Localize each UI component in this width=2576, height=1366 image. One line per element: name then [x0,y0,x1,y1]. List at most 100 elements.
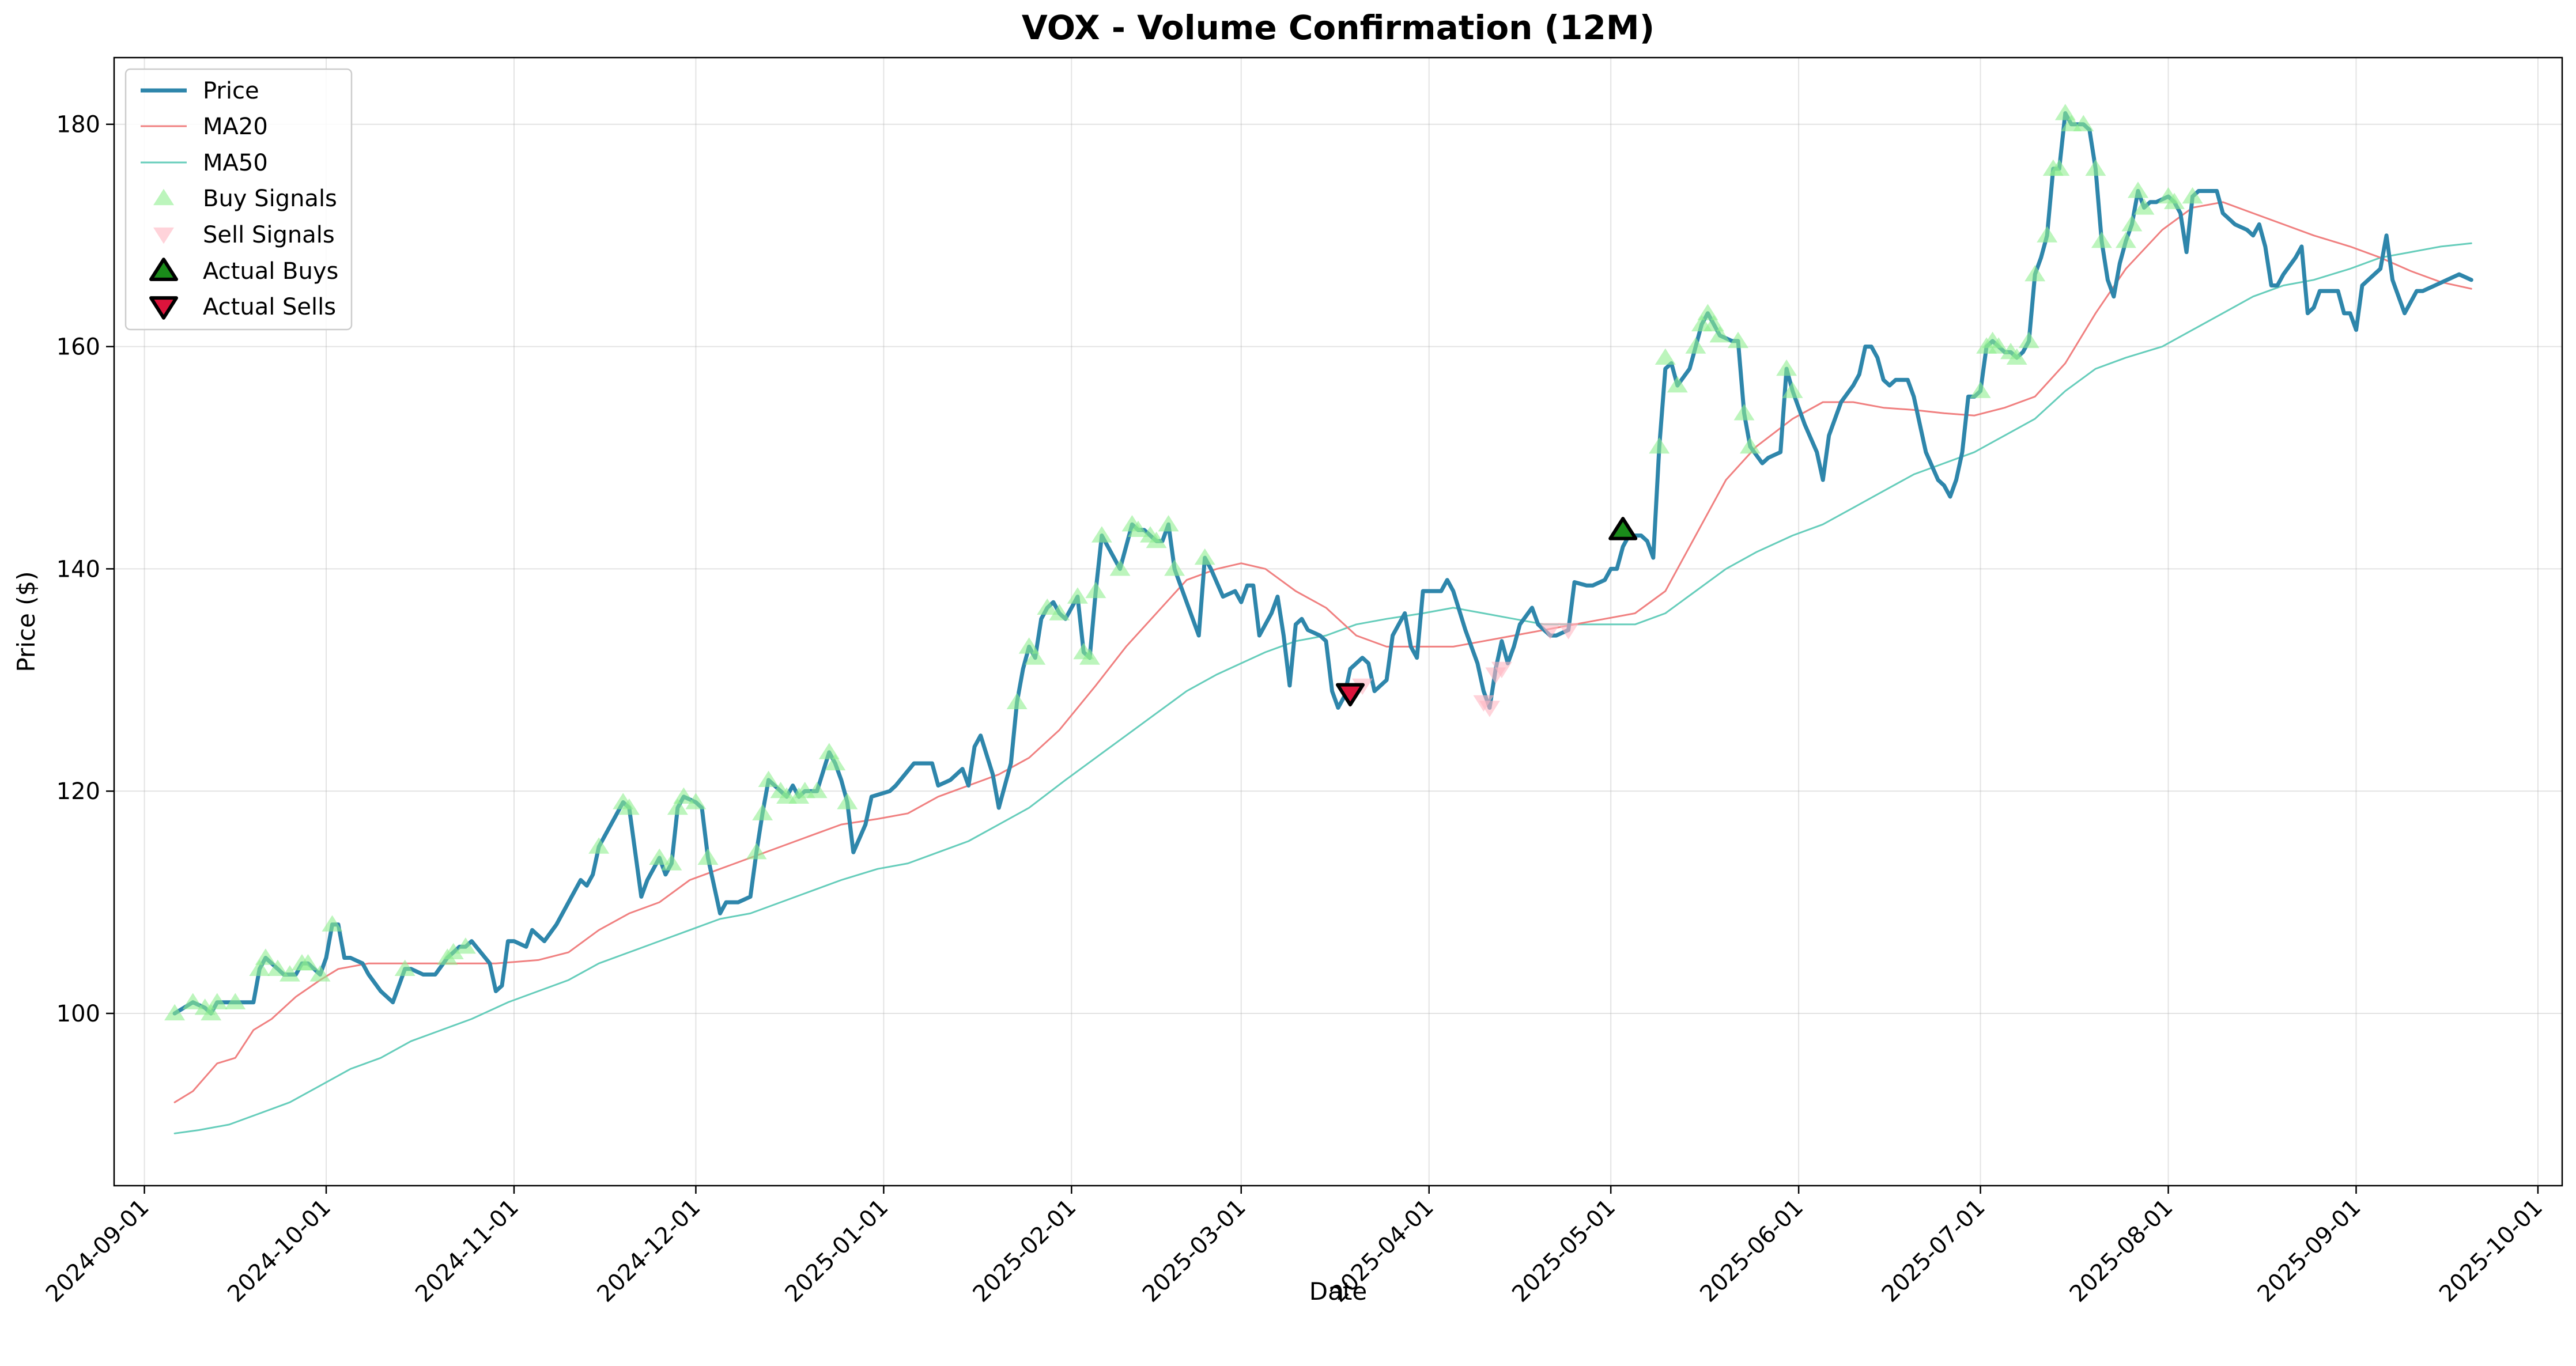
y-tick-label: 180 [56,112,100,138]
sell-signal-marker [1491,661,1512,679]
buy-signal-marker [2085,159,2106,176]
buy-signal-marker [249,959,270,976]
buy-signal-marker [255,948,276,965]
legend-buy-signals-swatch [153,188,174,206]
buy-signal-marker [1085,581,1106,599]
buy-signal-marker [1685,337,1706,354]
buy-signal-marker [394,959,416,976]
buy-signal-marker [746,843,767,860]
buy-signal-marker [2128,181,2148,198]
buy-signal-marker [1782,381,1803,398]
buy-signal-marker [1703,315,1724,332]
buy-signal-marker [2049,159,2070,176]
buy-signal-marker [2018,331,2039,349]
legend-sell-signals-label: Sell Signals [203,222,335,248]
y-axis-label: Price ($) [12,571,40,672]
buy-signal-marker [685,793,707,809]
buy-signal-marker [1067,587,1088,604]
buy-signal-marker [1109,559,1131,576]
buy-signal-marker [201,1004,222,1021]
buy-signal-marker [164,1004,186,1021]
buy-signal-marker [1988,337,2010,354]
actual-trade-markers [1336,517,1638,707]
actual-buy-marker [1608,517,1638,540]
y-tick-label: 140 [56,556,100,582]
legend-sell-triangle [153,227,174,244]
buy-signal-marker [1697,304,1718,320]
buy-signal-marker [206,993,228,1009]
buy-signal-marker [1079,648,1100,665]
buy-signal-marker [443,943,464,959]
legend-price-label: Price [203,78,259,104]
buy-signal-marker [1194,548,1215,565]
buy-signal-marker [2006,348,2027,365]
legend-actual-sells-swatch [149,296,178,320]
buy-signal-marker [225,993,246,1009]
buy-signal-marker [806,782,828,799]
legend-buy-triangle [153,188,174,206]
ma50-series [173,242,2472,1134]
y-tick-label: 100 [56,1001,100,1027]
buy-signal-marker [2182,187,2203,204]
ma20-line [173,201,2472,1103]
buy-signal-marker [673,787,694,804]
sell-signal-marker [1479,701,1500,717]
legend-ma50-label: MA50 [203,150,268,176]
legend-buy-signals-label: Buy Signals [203,186,337,212]
sell-signal-marker [1540,623,1561,640]
buy-signal-marker [2115,232,2136,248]
buy-signal-marker [1709,326,1731,343]
legend-actual-sell-triangle [149,296,178,320]
ma20-series [173,201,2472,1103]
buy-signal-marker [1649,437,1670,454]
buy-signal-marker [309,965,331,982]
legend-ma20-label: MA20 [203,113,268,140]
buy-signal-marker [1146,531,1167,548]
buy-signal-markers [164,104,2203,1021]
buy-signal-marker [1049,604,1070,620]
buy-signal-marker [752,804,773,820]
buy-signal-marker [1164,559,1185,576]
legend-sell-signals-swatch [153,227,174,244]
buy-signal-marker [618,798,640,815]
legend-box [124,68,353,331]
buy-signal-marker [2054,104,2076,120]
x-axis-label: Date [1309,1277,1367,1306]
sell-signal-marker [1558,623,1579,640]
buy-signal-marker [2024,265,2046,282]
y-tick-label: 160 [56,334,100,361]
buy-signal-marker [2091,232,2112,248]
buy-signal-marker [2037,226,2058,243]
buy-signal-marker [1667,376,1688,393]
buy-signal-marker [1970,381,1991,398]
buy-signal-marker [818,743,840,759]
buy-signal-marker [2133,198,2155,215]
buy-signal-marker [667,798,688,815]
buy-signal-marker [1655,348,1676,365]
buy-signal-marker [1037,598,1058,615]
price-series [172,111,2473,1016]
buy-signal-marker [267,959,288,976]
chart-title: VOX - Volume Confirmation (12M) [1022,8,1655,47]
buy-signal-marker [588,837,610,854]
buy-signal-marker [1006,693,1028,709]
legend-actual-sells-label: Actual Sells [203,294,336,320]
buy-signal-marker [661,854,682,871]
buy-signal-marker [322,915,343,932]
buy-signal-marker [1091,526,1112,543]
buy-signal-marker [297,954,319,971]
buy-signal-marker [697,848,719,865]
buy-signal-marker [1158,515,1179,532]
legend-actual-buy-triangle [149,258,178,281]
buy-signal-marker [758,770,779,787]
legend-actual-buys-label: Actual Buys [203,258,338,285]
y-axis: 100 120 140 160 180 [56,112,114,1027]
ma50-line [173,242,2472,1134]
buy-signal-marker [1018,637,1040,654]
buy-signal-marker [1728,331,1748,349]
actual-sell-marker [1336,683,1365,707]
buy-signal-marker [455,937,476,954]
buy-signal-marker [2164,192,2185,209]
buy-signal-marker [1776,359,1797,376]
